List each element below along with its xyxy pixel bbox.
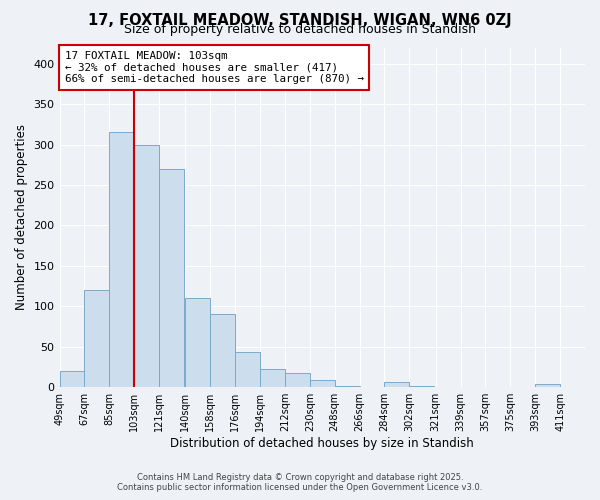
Bar <box>310 380 335 387</box>
Text: Contains HM Land Registry data © Crown copyright and database right 2025.
Contai: Contains HM Land Registry data © Crown c… <box>118 473 482 492</box>
Bar <box>260 370 285 387</box>
Bar <box>285 374 310 387</box>
Bar <box>159 169 184 387</box>
Bar <box>185 298 210 387</box>
Bar <box>235 352 260 387</box>
Bar <box>59 371 85 387</box>
Y-axis label: Number of detached properties: Number of detached properties <box>15 124 28 310</box>
Bar <box>210 314 235 387</box>
Bar <box>335 386 359 387</box>
Text: Size of property relative to detached houses in Standish: Size of property relative to detached ho… <box>124 22 476 36</box>
Text: 17, FOXTAIL MEADOW, STANDISH, WIGAN, WN6 0ZJ: 17, FOXTAIL MEADOW, STANDISH, WIGAN, WN6… <box>88 12 512 28</box>
Bar <box>85 290 109 387</box>
Bar <box>535 384 560 387</box>
Text: 17 FOXTAIL MEADOW: 103sqm
← 32% of detached houses are smaller (417)
66% of semi: 17 FOXTAIL MEADOW: 103sqm ← 32% of detac… <box>65 51 364 84</box>
Bar <box>409 386 434 387</box>
Bar <box>109 132 134 387</box>
X-axis label: Distribution of detached houses by size in Standish: Distribution of detached houses by size … <box>170 437 474 450</box>
Bar <box>134 144 159 387</box>
Bar <box>385 382 409 387</box>
